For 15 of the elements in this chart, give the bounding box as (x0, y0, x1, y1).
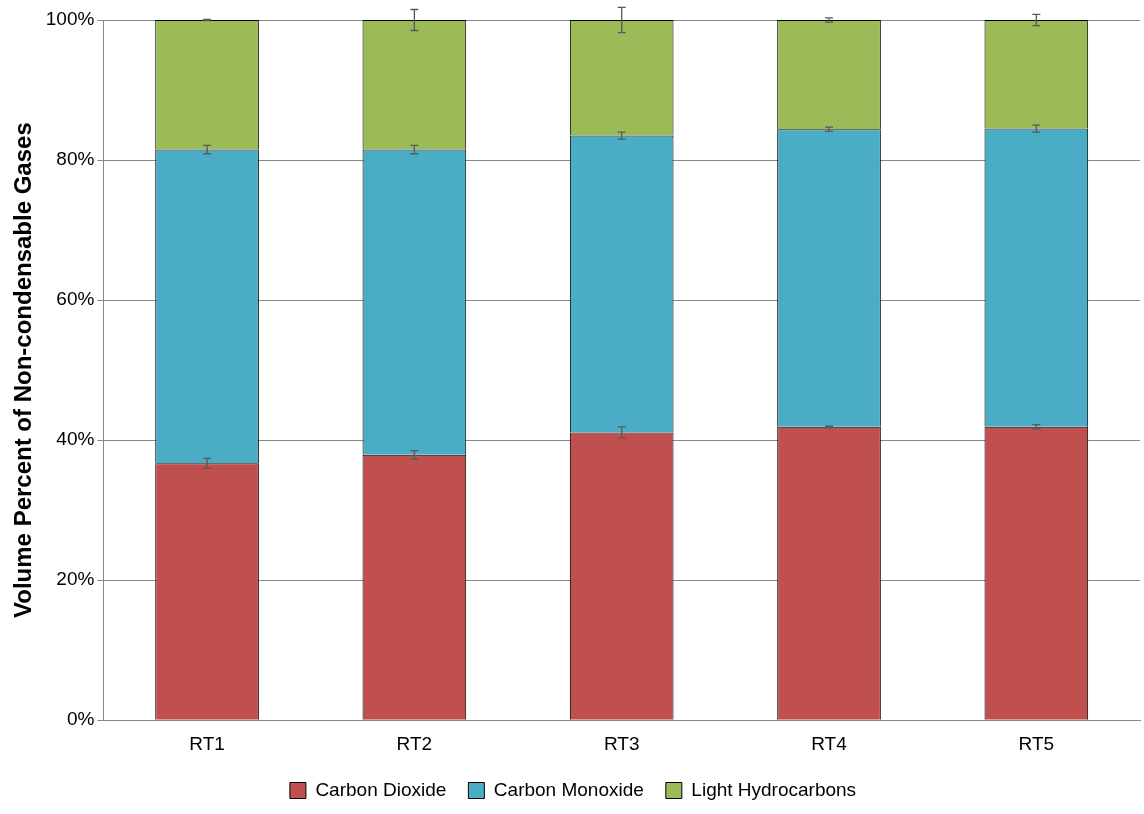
x-tick-label: RT3 (603, 732, 640, 754)
x-tick-label: RT2 (396, 732, 433, 754)
legend-label: Light Hydrocarbons (691, 778, 857, 800)
x-tick-label: RT1 (189, 732, 225, 754)
y-axis-title: Volume Percent of Non-condensable Gases (9, 122, 37, 618)
legend-label: Carbon Monoxide (493, 778, 644, 800)
y-tick-label: 0% (66, 708, 95, 730)
x-tick-label: RT4 (811, 732, 848, 754)
x-tick-label: RT5 (1018, 732, 1055, 754)
legend-label: Carbon Dioxide (315, 778, 447, 800)
y-tick-label: 60% (56, 288, 95, 310)
y-tick-label: 20% (56, 568, 95, 590)
y-tick-label: 40% (56, 428, 95, 450)
y-tick-label: 100% (45, 8, 95, 30)
y-tick-label: 80% (56, 148, 95, 170)
